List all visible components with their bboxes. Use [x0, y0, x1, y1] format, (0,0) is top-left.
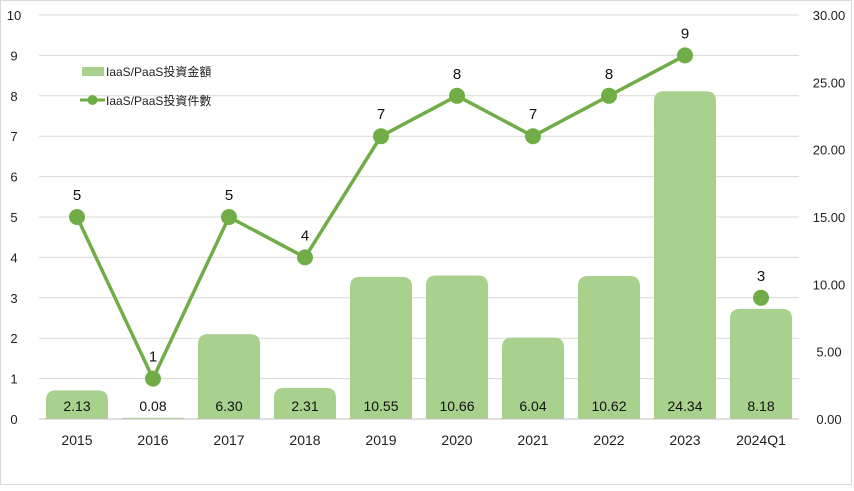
x-tick-label: 2015: [61, 432, 92, 448]
x-tick-label: 2022: [593, 432, 624, 448]
y-right-tick-label: 25.00: [813, 75, 846, 90]
y-right-tick-label: 15.00: [813, 210, 846, 225]
x-tick-label: 2021: [517, 432, 548, 448]
bar-value-label: 0.08: [139, 398, 166, 414]
bar-value-label: 10.62: [591, 398, 626, 414]
bar-value-label: 24.34: [667, 398, 702, 414]
bar-2015: [46, 390, 108, 419]
count-value-label: 1: [149, 349, 157, 366]
y-left-tick-label: 5: [10, 210, 17, 225]
bar-value-label: 2.31: [291, 398, 318, 414]
count-marker-2018: [297, 249, 313, 266]
left-axis: 0 1 2 3 4 5 6 7 8 9 10: [7, 8, 21, 427]
bar-2022: [578, 275, 640, 419]
y-left-tick-label: 2: [10, 331, 17, 346]
count-marker-2021: [525, 128, 541, 145]
y-left-tick-label: 1: [10, 372, 17, 387]
x-axis: 2015 2016 2017 2018 2019 2020 2021 2022 2023 2024…: [39, 418, 799, 448]
count-marker-2016: [145, 370, 161, 387]
legend-bar-label: IaaS/PaaS投資金額: [106, 64, 211, 79]
y-left-tick-label: 7: [10, 129, 17, 144]
y-left-tick-label: 8: [10, 89, 17, 104]
y-left-tick-label: 4: [10, 250, 17, 265]
bar-value-label: 6.04: [519, 398, 546, 414]
x-tick-label: 2020: [441, 432, 472, 448]
bar-value-label: 2.13: [63, 398, 90, 414]
bar-value-label: 10.55: [363, 398, 398, 414]
bar-2024Q1: [730, 308, 792, 419]
bar-2020: [426, 275, 488, 419]
bar-value-label: 10.66: [439, 398, 474, 414]
count-marker-2019: [373, 128, 389, 145]
y-right-tick-label: 20.00: [813, 143, 846, 158]
bar-2021: [502, 337, 564, 419]
count-marker-2015: [69, 209, 85, 225]
gridlines: [39, 14, 799, 420]
bar-2019: [350, 276, 412, 419]
y-left-tick-label: 6: [10, 170, 17, 185]
count-marker-2017: [221, 209, 237, 225]
legend-line-label: IaaS/PaaS投資件數: [106, 93, 211, 108]
count-marker-2022: [601, 87, 617, 104]
legend: IaaS/PaaS投資金額 IaaS/PaaS投資件數: [80, 64, 211, 108]
y-left-tick-label: 10: [7, 8, 21, 23]
count-value-label: 5: [73, 187, 81, 204]
y-left-tick-label: 3: [10, 291, 17, 306]
count-value-label: 7: [377, 106, 385, 123]
y-right-tick-label: 30.00: [813, 8, 846, 23]
legend-line-marker: [87, 95, 98, 105]
count-value-label: 8: [605, 66, 613, 83]
bar-value-label: 8.18: [747, 398, 774, 414]
x-tick-label: 2023: [669, 432, 700, 448]
y-left-tick-label: 0: [10, 412, 17, 427]
count-value-label: 3: [757, 268, 765, 285]
right-axis: 0.00 5.00 10.00 15.00 20.00 25.00 30.00: [813, 8, 846, 427]
count-marker-2024Q1: [753, 289, 769, 306]
y-right-tick-label: 5.00: [816, 345, 841, 360]
x-tick-label: 2019: [365, 432, 396, 448]
count-marker-2023: [677, 47, 693, 64]
x-tick-label: 2018: [289, 432, 320, 448]
count-value-label: 7: [529, 106, 537, 123]
count-value-label: 4: [301, 227, 309, 244]
x-tick-label: 2017: [213, 432, 244, 448]
x-tick-label: 2016: [137, 432, 168, 448]
count-value-label: 8: [453, 66, 461, 83]
line-series: 5 1 5 4 7 8 7 8 9 3: [69, 25, 769, 387]
bar-2018: [274, 387, 336, 419]
bar-series: 2.13 0.08 6.30 2.31 10.55 10.66 6.04 10.62 24.34…: [46, 91, 792, 419]
x-tick-label: 2024Q1: [736, 432, 786, 448]
y-right-tick-label: 0.00: [816, 412, 841, 427]
bar-2023: [654, 91, 716, 419]
bar-value-label: 6.30: [215, 398, 242, 414]
count-marker-2020: [449, 87, 465, 104]
legend-bar-swatch: [82, 67, 104, 76]
y-left-tick-label: 9: [10, 48, 17, 63]
count-value-label: 5: [225, 187, 233, 204]
count-value-label: 9: [681, 25, 689, 42]
bar-2017: [198, 334, 260, 419]
y-right-tick-label: 10.00: [813, 277, 846, 292]
